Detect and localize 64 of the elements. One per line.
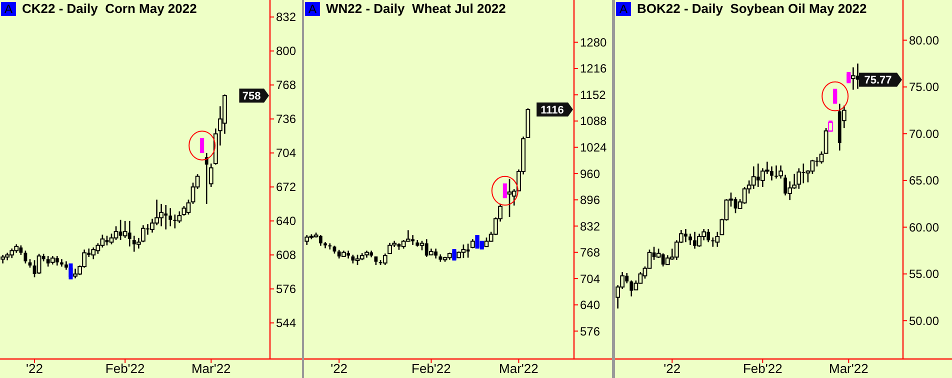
y-tick-label: 70.00 <box>909 126 940 141</box>
candlestick <box>91 246 96 260</box>
y-tick-label: 832 <box>580 219 600 234</box>
x-tick-label: Mar'22 <box>191 361 231 376</box>
y-tick-label: 736 <box>276 112 296 126</box>
candlestick <box>851 66 856 90</box>
y-tick-label: 640 <box>276 214 296 228</box>
y-tick-label: 544 <box>276 316 296 330</box>
candlestick <box>186 199 191 216</box>
x-tick-label: '22 <box>26 361 43 376</box>
candlestick <box>182 205 186 216</box>
candlestick <box>688 233 692 246</box>
annotation: A <box>308 2 317 16</box>
y-tick-label: 55.00 <box>909 267 940 282</box>
y-tick-label: 1152 <box>580 88 606 102</box>
candlestick <box>168 208 172 227</box>
y-tick-label: 640 <box>580 298 600 312</box>
annotation: A <box>619 2 628 16</box>
y-tick-label: 60.00 <box>909 220 940 234</box>
candlestick <box>502 183 507 198</box>
x-tick-label: Mar'22 <box>499 361 538 376</box>
y-tick-label: 50.00 <box>909 314 940 328</box>
y-tick-label: 704 <box>580 272 600 286</box>
y-tick-label: 1024 <box>580 140 608 154</box>
y-tick-label: 832 <box>276 10 296 24</box>
y-tick-label: 608 <box>276 248 296 262</box>
candlestick <box>452 249 456 261</box>
candlestick <box>68 263 73 280</box>
annotation: A <box>4 2 13 16</box>
y-tick-label: 960 <box>580 166 600 181</box>
y-tick-label: 768 <box>276 78 296 92</box>
chart-title: WN22 - Daily Wheat Jul 2022 <box>326 1 506 16</box>
x-tick-label: Feb'22 <box>742 361 782 376</box>
y-tick-label: 65.00 <box>909 174 940 188</box>
y-tick-label: 896 <box>580 193 600 208</box>
x-tick-label: Feb'22 <box>105 361 145 376</box>
candlestick <box>833 88 838 104</box>
y-tick-label: 1280 <box>580 35 608 50</box>
y-tick-label: 75.00 <box>909 80 940 94</box>
y-tick-label: 768 <box>580 246 600 260</box>
x-tick-label: '22 <box>330 361 348 376</box>
y-tick-label: 80.00 <box>909 33 940 48</box>
candlestick <box>751 166 756 190</box>
y-tick-label: 576 <box>276 282 296 296</box>
candlestick <box>114 226 118 241</box>
text: 1116 <box>540 104 564 117</box>
candlestick <box>109 233 114 245</box>
y-tick-label: 704 <box>276 146 296 160</box>
y-tick-label: 1216 <box>580 62 608 76</box>
candlestick <box>200 138 204 153</box>
y-tick-label: 800 <box>276 44 296 58</box>
y-tick-label: 576 <box>580 324 600 338</box>
text: 75.77 <box>864 74 892 87</box>
y-tick-label: 672 <box>276 180 296 194</box>
chart-title: BOK22 - Daily Soybean Oil May 2022 <box>637 1 867 16</box>
x-tick-label: '22 <box>664 361 681 376</box>
text: 758 <box>242 90 261 103</box>
chart-title: CK22 - Daily Corn May 2022 <box>22 1 197 16</box>
candlestick <box>328 242 332 250</box>
candlestick <box>36 253 42 275</box>
y-tick-label: 1088 <box>580 114 608 128</box>
x-tick-label: Feb'22 <box>412 361 451 376</box>
x-tick-label: Mar'22 <box>829 361 868 376</box>
candlestick <box>846 72 851 84</box>
